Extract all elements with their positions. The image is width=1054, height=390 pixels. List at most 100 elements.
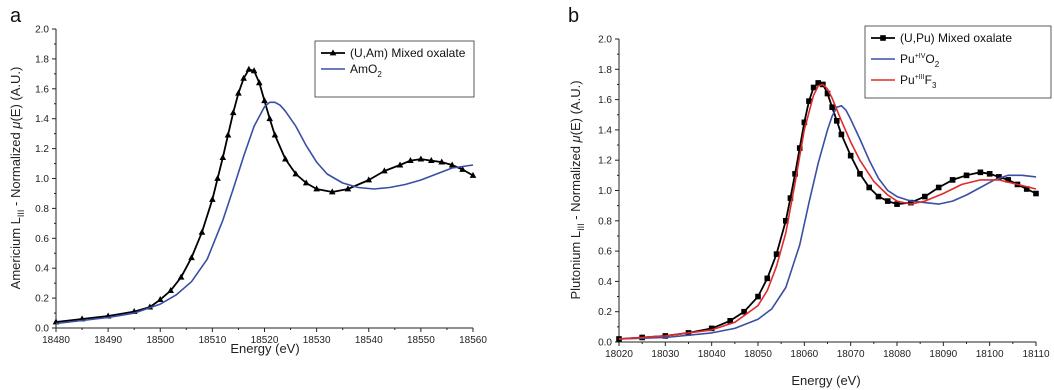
legend-label-part: Pu	[900, 52, 915, 66]
data-point-triangle	[381, 167, 388, 174]
y-axis-label-mu: μ	[8, 122, 23, 130]
data-point-square	[884, 198, 891, 204]
data-point-triangle	[459, 165, 466, 172]
data-point-triangle	[245, 65, 253, 72]
series-line	[618, 82, 1037, 340]
data-point-triangle	[448, 161, 456, 168]
data-point-triangle	[271, 131, 279, 138]
data-point-square	[847, 152, 854, 159]
data-point-square	[908, 199, 914, 206]
data-point-square	[810, 84, 817, 91]
x-tick-label: 18490	[94, 335, 122, 346]
x-axis-label: Energy (eV)	[230, 341, 299, 356]
y-axis-label-part: - Normalized	[8, 129, 23, 210]
y-axis-label-subscript: III	[16, 210, 26, 218]
y-axis-label-subscript: III	[576, 223, 586, 231]
x-tick-label: 18080	[883, 349, 911, 360]
legend-label-part: O	[925, 52, 934, 66]
x-tick-label: 18110	[1022, 349, 1050, 360]
y-axis-label: Plutonium LIII - Normalized μ(E) (A.U.)	[568, 80, 586, 299]
x-tick-label: 18520	[251, 335, 279, 346]
legend-label-part: +III	[915, 74, 925, 81]
data-point-square	[986, 171, 993, 177]
legend-label: (U,Pu) Mixed oxalate	[900, 31, 1012, 45]
panel-letter: a	[10, 5, 22, 27]
data-point-triangle	[188, 254, 195, 261]
y-axis-label-part: (E) (A.U.)	[568, 80, 583, 135]
y-tick-label: 1.8	[598, 65, 612, 76]
x-tick-label: 18550	[407, 335, 435, 346]
y-tick-label: 1.4	[35, 114, 49, 125]
legend-label: (U,Am) Mixed oxalate	[350, 46, 466, 60]
y-tick-label: 0.6	[598, 247, 612, 258]
data-point-square	[894, 201, 900, 207]
data-point-square	[949, 177, 956, 183]
data-point-square	[977, 169, 984, 176]
legend-label-part: (U,Am) Mixed oxalate	[350, 46, 466, 60]
data-point-triangle	[292, 170, 300, 177]
series-line	[55, 101, 474, 325]
y-tick-label: 0.0	[35, 324, 49, 335]
x-tick-label: 18060	[790, 349, 818, 360]
x-tick-label: 18090	[929, 349, 957, 360]
data-point-square	[787, 195, 794, 201]
data-point-triangle	[177, 273, 185, 280]
y-tick-label: 2.0	[35, 25, 49, 36]
data-point-triangle	[255, 79, 263, 86]
data-point-triangle	[224, 131, 232, 138]
data-point-square	[866, 184, 872, 191]
x-tick-label: 18480	[42, 335, 70, 346]
data-point-triangle	[313, 185, 320, 192]
data-point-square	[838, 131, 845, 138]
y-axis-label: Americium LIII - Normalized μ(E) (A.U.)	[8, 67, 26, 290]
y-tick-label: 1.6	[35, 84, 49, 95]
data-point-square	[773, 251, 780, 257]
data-point-triangle	[235, 89, 242, 96]
y-tick-label: 1.8	[35, 54, 49, 65]
legend-label: AmO2	[350, 62, 382, 79]
y-tick-label: 1.0	[35, 174, 49, 185]
data-point-triangle	[428, 156, 435, 163]
y-tick-label: 1.0	[598, 186, 612, 197]
data-point-triangle	[250, 67, 258, 74]
y-tick-label: 1.4	[598, 125, 612, 136]
data-point-square	[875, 193, 882, 200]
data-point-square	[741, 308, 747, 315]
data-point-square	[829, 104, 835, 110]
data-point-square	[996, 174, 1002, 180]
x-tick-label: 18540	[355, 335, 383, 346]
data-point-triangle	[209, 195, 216, 202]
data-point-square	[792, 171, 798, 177]
x-tick-label: 18500	[146, 335, 174, 346]
y-axis-label-part: Plutonium L	[568, 231, 583, 300]
data-point-triangle	[328, 188, 336, 195]
legend-label-part: 2	[935, 60, 940, 69]
legend-label-part: +IV	[915, 53, 926, 60]
data-point-triangle	[198, 228, 206, 235]
legend-label-part: 3	[932, 81, 937, 90]
legend-marker-square	[880, 35, 886, 41]
legend-label-part: Pu	[900, 73, 915, 87]
y-tick-label: 2.0	[598, 35, 612, 46]
data-point-triangle	[407, 156, 414, 163]
y-tick-label: 0.2	[35, 294, 49, 305]
x-tick-label: 18040	[698, 349, 726, 360]
legend-label-part: AmO	[350, 62, 377, 76]
data-point-square	[857, 171, 863, 177]
data-point-square	[796, 145, 803, 151]
data-point-square	[764, 275, 771, 282]
x-tick-label: 18030	[651, 349, 679, 360]
series-line	[618, 83, 1037, 340]
y-tick-label: 0.0	[598, 338, 612, 349]
legend-label-part: (U,Pu) Mixed oxalate	[900, 31, 1012, 45]
data-point-triangle	[344, 185, 352, 192]
y-tick-label: 0.2	[598, 307, 612, 318]
data-point-square	[935, 184, 942, 191]
legend-label: Pu+IIIF3	[900, 73, 937, 90]
data-point-triangle	[469, 171, 477, 178]
data-point-triangle	[240, 74, 247, 81]
series-line	[618, 104, 1037, 340]
data-point-square	[815, 80, 822, 86]
y-tick-label: 1.6	[598, 95, 612, 106]
data-point-square	[783, 218, 789, 224]
